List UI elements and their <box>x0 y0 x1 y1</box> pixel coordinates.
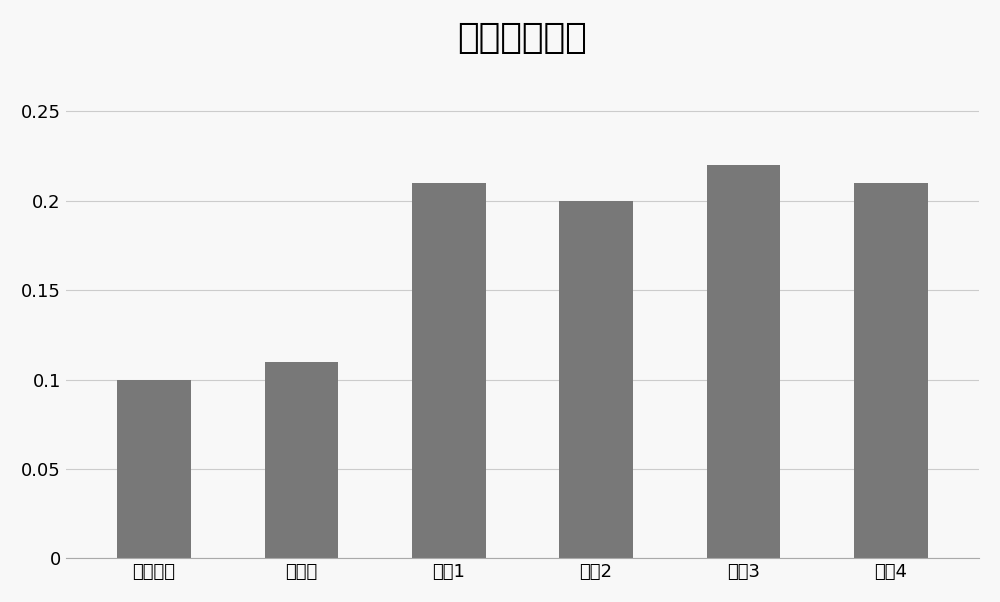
Bar <box>559 200 633 558</box>
Bar <box>412 183 486 558</box>
Bar <box>854 183 928 558</box>
Title: 压缩强度对比: 压缩强度对比 <box>458 21 587 55</box>
Bar <box>117 379 191 558</box>
Bar <box>707 165 780 558</box>
Bar <box>265 362 338 558</box>
